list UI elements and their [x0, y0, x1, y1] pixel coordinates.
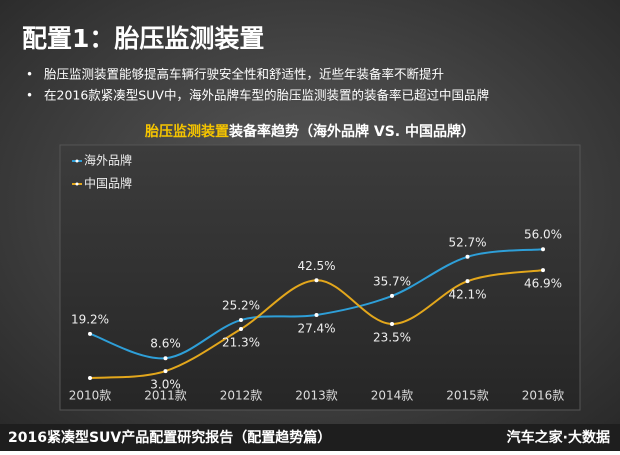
x-tick-label: 2014款 — [371, 389, 414, 403]
point — [314, 312, 319, 317]
chart-title: 胎压监测装置装备率趋势（海外品牌 VS. 中国品牌） — [145, 123, 475, 140]
legend-dot — [75, 182, 79, 186]
x-tick-label: 2010款 — [69, 389, 112, 403]
data-label: 27.4% — [297, 321, 335, 335]
point — [465, 254, 470, 259]
point — [390, 293, 394, 298]
x-tick-label: 2012款 — [220, 389, 263, 403]
bullet: 在2016款紧凑型SUV中，海外品牌车型的胎压监测装置的装备率已超过中国品牌 — [44, 88, 489, 103]
point — [88, 331, 92, 336]
data-label: 42.5% — [297, 259, 335, 273]
legend-dot — [75, 159, 79, 163]
data-label: 52.7% — [448, 235, 486, 249]
point — [541, 268, 545, 273]
footer-right: 汽车之家·大数据 — [507, 429, 610, 446]
point — [314, 278, 319, 283]
footer-left: 2016紧凑型SUV产品配置研究报告（配置趋势篇） — [8, 429, 331, 446]
bullet-dot: • — [26, 89, 33, 103]
x-tick-label: 2011款 — [144, 389, 187, 403]
x-tick-label: 2015款 — [446, 389, 489, 403]
point — [541, 247, 545, 252]
point — [465, 279, 470, 284]
point — [239, 318, 243, 323]
legend-label: 海外品牌 — [84, 153, 132, 168]
bullet-dot: • — [26, 68, 33, 82]
data-label: 56.0% — [524, 228, 562, 242]
point — [163, 356, 168, 361]
data-label: 42.1% — [448, 288, 486, 302]
chart-title-rest: 装备率趋势（海外品牌 VS. 中国品牌） — [228, 123, 475, 140]
bullet: 胎压监测装置能够提高车辆行驶安全性和舒适性，近些年装备率不断提升 — [44, 67, 444, 82]
point — [163, 369, 168, 374]
x-tick-label: 2016款 — [522, 389, 565, 403]
plot-area — [59, 144, 581, 411]
data-label: 21.3% — [222, 336, 260, 350]
point — [390, 321, 394, 326]
point — [239, 327, 243, 332]
data-label: 46.9% — [524, 277, 562, 291]
data-label: 3.0% — [150, 378, 181, 392]
footer-bar — [0, 424, 620, 451]
data-label: 23.5% — [373, 330, 411, 344]
data-label: 35.7% — [373, 274, 411, 288]
point — [88, 376, 92, 380]
chart-title-highlight: 胎压监测装置 — [145, 123, 229, 140]
data-label: 25.2% — [222, 299, 260, 313]
legend-label: 中国品牌 — [84, 176, 132, 191]
x-tick-label: 2013款 — [295, 389, 338, 403]
plot: 2010款 2011款 2012款 2013款 2014款 2015款 2016款 19.2%… — [69, 153, 565, 403]
data-label: 19.2% — [71, 312, 109, 326]
data-label: 8.6% — [150, 337, 181, 351]
slide-title: 配置1：胎压监测装置 — [22, 24, 264, 53]
